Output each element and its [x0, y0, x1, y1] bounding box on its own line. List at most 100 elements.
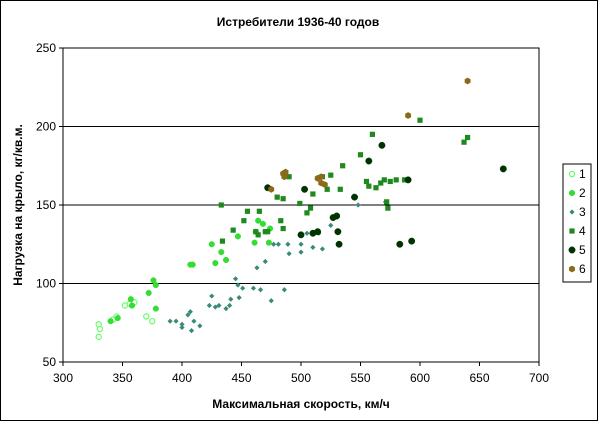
- data-point: [185, 312, 191, 318]
- legend-marker: [569, 265, 575, 273]
- data-point: [259, 220, 266, 227]
- data-point: [408, 237, 416, 245]
- data-point: [173, 318, 179, 324]
- data-point: [280, 225, 286, 232]
- data-point: [95, 333, 102, 341]
- data-point: [310, 191, 316, 197]
- data-point: [253, 229, 259, 235]
- data-point: [357, 152, 364, 158]
- data-point: [363, 178, 370, 185]
- data-point: [223, 306, 229, 312]
- data-point: [255, 217, 262, 224]
- data-point: [281, 287, 287, 293]
- data-point: [351, 193, 358, 201]
- data-point: [206, 302, 212, 309]
- data-point: [216, 302, 222, 309]
- data-point: [274, 194, 280, 200]
- data-point: [188, 328, 195, 334]
- data-point: [167, 318, 173, 324]
- data-point: [304, 230, 310, 236]
- data-point: [219, 238, 226, 244]
- data-point: [393, 177, 399, 183]
- data-point: [179, 324, 185, 331]
- data-point: [209, 293, 215, 299]
- data-point: [179, 321, 185, 327]
- data-point: [95, 321, 102, 328]
- data-point: [149, 317, 156, 325]
- data-point: [378, 141, 386, 149]
- data-point: [282, 168, 289, 176]
- data-point: [250, 285, 256, 291]
- legend-label: 5: [579, 243, 586, 257]
- data-point: [355, 202, 361, 208]
- data-point: [234, 233, 241, 240]
- data-point: [275, 241, 281, 247]
- data-point: [143, 313, 150, 320]
- data-points: [95, 77, 507, 341]
- x-tick-label: 500: [291, 371, 311, 385]
- data-point: [255, 232, 261, 238]
- legend-item: 1: [568, 167, 586, 181]
- y-tick-label: 150: [36, 198, 56, 212]
- data-point: [265, 239, 272, 246]
- legend-marker: [568, 170, 576, 178]
- legend: 1 2 3 4 5 6: [568, 167, 586, 276]
- data-point: [265, 229, 271, 235]
- data-point: [328, 172, 334, 178]
- legend-label: 6: [579, 262, 586, 276]
- x-tick-label: 550: [350, 371, 370, 385]
- data-point: [298, 249, 304, 255]
- data-point: [232, 276, 239, 282]
- y-tick-label: 100: [36, 277, 56, 291]
- legend-item: 5: [568, 243, 586, 257]
- data-point: [244, 208, 251, 214]
- data-point: [256, 208, 262, 214]
- data-point: [417, 117, 423, 123]
- data-point: [286, 174, 292, 180]
- data-point: [314, 228, 322, 236]
- data-point: [280, 196, 286, 202]
- data-point: [297, 200, 303, 207]
- data-point: [127, 296, 134, 303]
- data-point: [236, 295, 242, 301]
- data-point: [301, 185, 309, 193]
- data-point: [235, 282, 241, 288]
- data-point: [268, 185, 275, 193]
- y-tick-label: 250: [36, 41, 56, 55]
- data-point: [333, 212, 341, 220]
- data-point: [324, 186, 330, 192]
- legend-label: 3: [579, 205, 586, 219]
- data-point: [262, 258, 268, 265]
- y-axis-label: Нагрузка на крыло, кг/кв.м.: [11, 124, 25, 286]
- data-point: [285, 241, 291, 247]
- data-point: [191, 318, 197, 324]
- data-point: [319, 246, 326, 252]
- data-point: [240, 285, 246, 291]
- data-point: [298, 241, 304, 247]
- legend-item: 3: [569, 205, 586, 219]
- legend-marker: [568, 246, 576, 254]
- x-tick-label: 400: [172, 371, 192, 385]
- legend-item: 4: [569, 224, 586, 238]
- data-point: [340, 163, 346, 169]
- data-point: [241, 218, 247, 224]
- data-point: [227, 302, 233, 309]
- data-point: [222, 256, 230, 264]
- legend-item: 2: [568, 186, 586, 200]
- data-point: [384, 199, 390, 205]
- data-point: [212, 260, 219, 267]
- data-point: [150, 277, 157, 284]
- legend-marker: [569, 228, 575, 234]
- data-point: [271, 241, 277, 247]
- data-point: [465, 134, 471, 141]
- data-point: [152, 282, 159, 289]
- data-point: [297, 231, 305, 239]
- data-point: [464, 77, 471, 85]
- data-point: [187, 309, 193, 315]
- data-point: [278, 218, 284, 224]
- data-point: [401, 177, 408, 183]
- series-2: [107, 217, 274, 325]
- data-point: [373, 185, 379, 191]
- data-point: [461, 139, 467, 145]
